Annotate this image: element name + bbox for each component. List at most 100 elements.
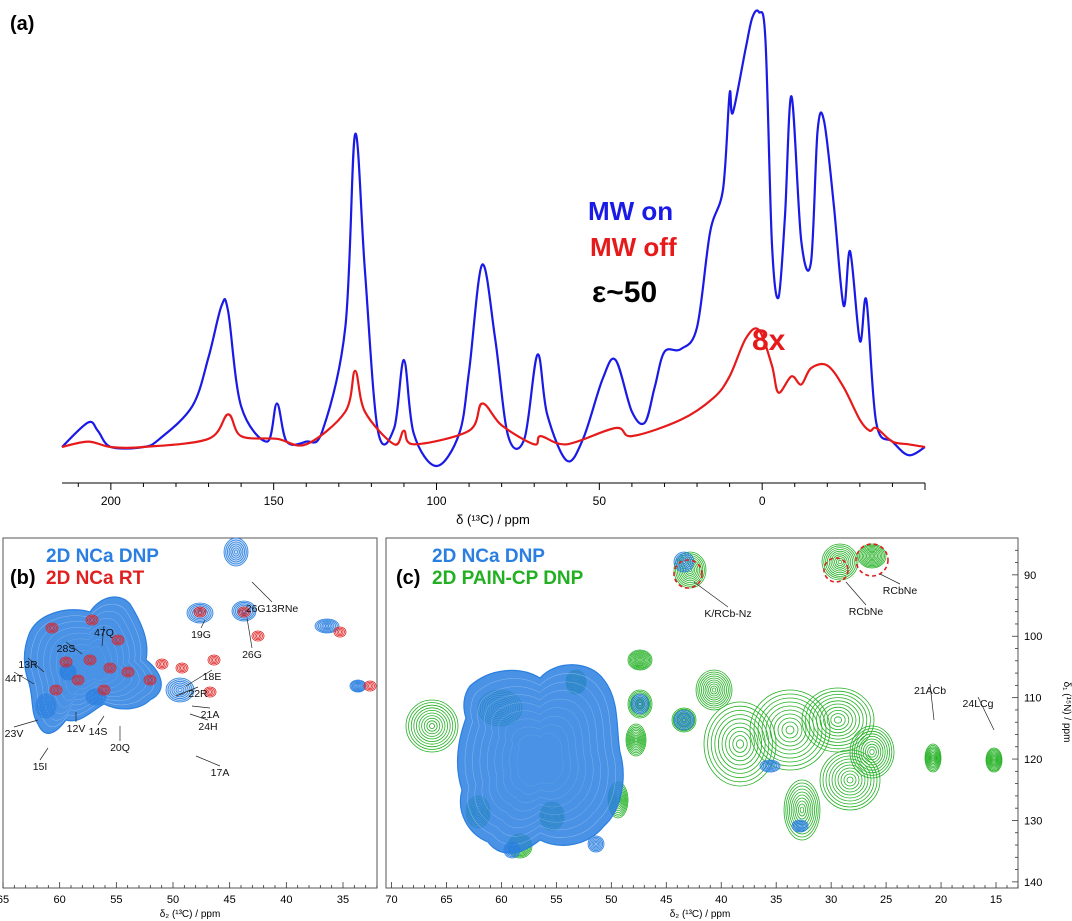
contour-ring xyxy=(233,602,255,620)
peak-label: 22R xyxy=(188,688,208,700)
contour-ring xyxy=(706,681,722,699)
x-tick-label: 50 xyxy=(605,894,617,906)
contour-ring xyxy=(45,622,59,634)
label-leader xyxy=(97,715,105,726)
rt-peak xyxy=(97,684,111,696)
contour-ring xyxy=(831,761,869,799)
contour-ring xyxy=(840,770,860,790)
contour-ring xyxy=(701,675,728,705)
panel-b-contours xyxy=(23,537,377,734)
contour-ring xyxy=(210,657,218,663)
contour-ring xyxy=(854,730,891,774)
contour-ring xyxy=(849,725,895,779)
contour-ring xyxy=(677,713,691,727)
contour-ring xyxy=(195,607,205,617)
pain-peak xyxy=(857,543,887,569)
contour-ring xyxy=(711,687,717,693)
contour-ring xyxy=(333,626,347,638)
contour-ring xyxy=(158,661,166,667)
contour-ring xyxy=(157,659,167,669)
contour-ring xyxy=(629,730,643,751)
contour-ring xyxy=(631,733,641,747)
contour-ring xyxy=(353,682,363,690)
highlight-circle xyxy=(673,559,703,589)
dnp-peak xyxy=(59,663,77,681)
contour-ring xyxy=(837,767,863,793)
dnp-cluster-ring xyxy=(62,639,118,695)
contour-ring xyxy=(44,703,48,709)
contour-ring xyxy=(821,543,859,581)
x-tick-label: 65 xyxy=(0,894,9,906)
contour-ring xyxy=(753,693,827,767)
contour-ring xyxy=(987,750,1001,771)
label-leader xyxy=(977,696,995,731)
contour-ring xyxy=(862,741,882,763)
contour-ring xyxy=(823,545,857,579)
contour-ring xyxy=(175,686,185,694)
contour-ring xyxy=(843,773,857,787)
panel-c-legend-dnp: 2D NCa DNP xyxy=(432,546,545,567)
dnp-peak xyxy=(759,759,781,773)
dnp-cluster-ring xyxy=(30,603,155,727)
contour-ring xyxy=(87,689,105,705)
contour-ring xyxy=(103,662,117,674)
dnp-peak xyxy=(165,677,195,703)
rt-peak xyxy=(193,606,207,618)
contour-ring xyxy=(827,549,854,576)
contour-ring xyxy=(708,683,720,697)
contour-ring xyxy=(632,734,640,746)
contour-ring xyxy=(837,559,843,565)
contour-ring xyxy=(783,779,821,841)
contour-ring xyxy=(637,657,643,663)
pain-peak xyxy=(749,689,831,771)
contour-ring xyxy=(633,654,647,666)
contour-ring xyxy=(671,707,697,733)
contour-ring xyxy=(675,711,693,729)
contour-ring xyxy=(761,760,779,772)
contour-ring xyxy=(196,609,204,615)
contour-ring xyxy=(634,738,638,743)
x-tick-label: 100 xyxy=(426,494,446,508)
contour-ring xyxy=(415,710,448,743)
x-tick-label: 200 xyxy=(101,494,121,508)
peak-label: 18E xyxy=(203,671,222,683)
contour-ring xyxy=(111,634,125,646)
contour-ring xyxy=(145,675,155,685)
contour-ring xyxy=(87,615,97,625)
peak-label: 19G xyxy=(191,629,211,641)
contour-ring xyxy=(102,688,106,692)
contour-ring xyxy=(988,752,1000,768)
contour-ring xyxy=(785,725,795,735)
contour-ring xyxy=(812,697,864,743)
contour-ring xyxy=(207,654,221,666)
dnp-cluster-ring xyxy=(472,681,609,837)
contour-ring xyxy=(676,554,692,570)
dnp-cluster-ring xyxy=(479,690,601,829)
contour-ring xyxy=(239,607,249,617)
peak-label: 13R xyxy=(18,659,38,671)
contour-ring xyxy=(795,822,805,830)
dnp-main-cluster xyxy=(23,596,162,734)
contour-ring xyxy=(699,673,729,707)
contour-ring xyxy=(926,746,940,770)
contour-ring xyxy=(88,658,92,662)
contour-ring xyxy=(354,683,362,689)
contour-ring xyxy=(931,754,936,762)
x-tick-label: 150 xyxy=(264,494,284,508)
contour-ring xyxy=(628,728,644,752)
legend-mw-off: MW off xyxy=(590,232,677,262)
x-tick-label: 40 xyxy=(280,894,292,906)
dnp-cluster-ring xyxy=(516,733,564,787)
peak-label: 44T xyxy=(5,673,24,685)
contour-ring xyxy=(805,690,871,750)
contour-ring xyxy=(799,806,805,814)
contour-ring xyxy=(318,620,336,632)
x-tick-label: 50 xyxy=(167,894,179,906)
label-leader xyxy=(65,641,83,655)
x-tick-label: 15 xyxy=(990,894,1002,906)
rt-peak xyxy=(45,622,59,634)
contour-ring xyxy=(76,678,80,682)
contour-ring xyxy=(678,557,702,584)
contour-ring xyxy=(636,656,645,664)
contour-ring xyxy=(816,700,861,740)
